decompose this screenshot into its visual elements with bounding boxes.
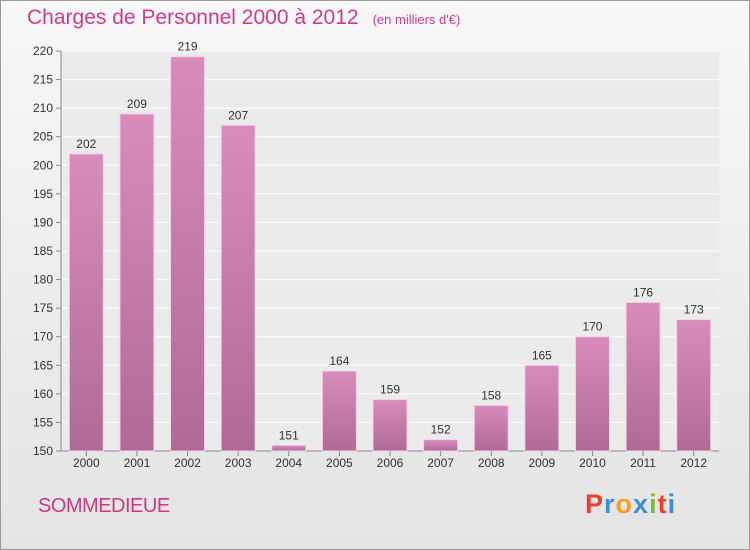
- bar: [271, 444, 307, 452]
- chart-title-text: Charges de Personnel 2000 à 2012: [27, 6, 359, 29]
- y-tick-label: 200: [33, 158, 53, 172]
- y-tick-label: 210: [33, 101, 53, 115]
- x-tick-label: 2005: [326, 456, 353, 470]
- bar: [372, 399, 408, 452]
- bar-value-label: 158: [481, 388, 501, 402]
- x-tick-label: 2003: [225, 456, 252, 470]
- y-tick-label: 190: [33, 215, 53, 229]
- y-tick-label: 220: [33, 44, 53, 58]
- x-tick-label: 2000: [73, 456, 100, 470]
- x-tick-label: 2008: [478, 456, 505, 470]
- brand-letter: i: [649, 489, 658, 519]
- bar-value-label: 209: [127, 97, 147, 111]
- bar-value-label: 219: [178, 40, 198, 54]
- bar: [524, 364, 560, 452]
- bar: [68, 153, 104, 452]
- x-tick-label: 2006: [377, 456, 404, 470]
- bar-value-label: 170: [582, 320, 602, 334]
- brand-letter: i: [667, 489, 677, 519]
- chart-subtitle: (en milliers d'€): [372, 12, 461, 27]
- bar: [423, 439, 459, 452]
- brand-letter: o: [615, 489, 634, 519]
- bar-value-label: 202: [76, 137, 96, 151]
- x-tick-label: 2009: [528, 456, 555, 470]
- x-tick-label: 2007: [427, 456, 454, 470]
- commune-name: SOMMEDIEUE: [38, 495, 170, 517]
- x-tick-label: 2011: [630, 456, 656, 470]
- brand-logo: Proxiti: [585, 489, 676, 520]
- y-tick-label: 180: [33, 273, 53, 287]
- bar-value-label: 151: [279, 428, 299, 442]
- brand-letter: x: [633, 489, 650, 519]
- bar: [473, 404, 509, 452]
- bar: [574, 336, 610, 452]
- x-tick-label: 2012: [680, 456, 707, 470]
- brand-letter: r: [604, 489, 616, 519]
- bar: [220, 124, 256, 452]
- y-tick-label: 155: [33, 415, 53, 429]
- bar-value-label: 176: [633, 285, 653, 299]
- bar-value-label: 207: [228, 108, 248, 122]
- bar: [119, 113, 155, 452]
- x-tick-label: 2002: [174, 456, 201, 470]
- y-tick-label: 160: [33, 387, 53, 401]
- bar-value-label: 164: [329, 354, 349, 368]
- y-tick-label: 150: [33, 444, 53, 458]
- brand-letter: t: [657, 489, 668, 519]
- y-tick-label: 170: [33, 330, 53, 344]
- bar: [676, 319, 712, 452]
- x-tick-label: 2001: [124, 456, 151, 470]
- y-tick-label: 165: [33, 358, 53, 372]
- y-tick-label: 175: [33, 301, 53, 315]
- bar: [625, 301, 661, 452]
- bar: [321, 370, 357, 452]
- y-tick-label: 195: [33, 187, 53, 201]
- bar-value-label: 159: [380, 383, 400, 397]
- y-tick-label: 205: [33, 130, 53, 144]
- bar-value-label: 152: [431, 423, 451, 437]
- y-tick-label: 185: [33, 244, 53, 258]
- bar: [170, 56, 206, 452]
- x-tick-label: 2010: [579, 456, 606, 470]
- brand-letter: P: [585, 489, 605, 519]
- bar-value-label: 173: [684, 303, 704, 317]
- chart-title: Charges de Personnel 2000 à 2012 (en mill…: [27, 6, 460, 30]
- y-tick-label: 215: [33, 73, 53, 87]
- x-tick-label: 2004: [275, 456, 302, 470]
- bar-value-label: 165: [532, 348, 552, 362]
